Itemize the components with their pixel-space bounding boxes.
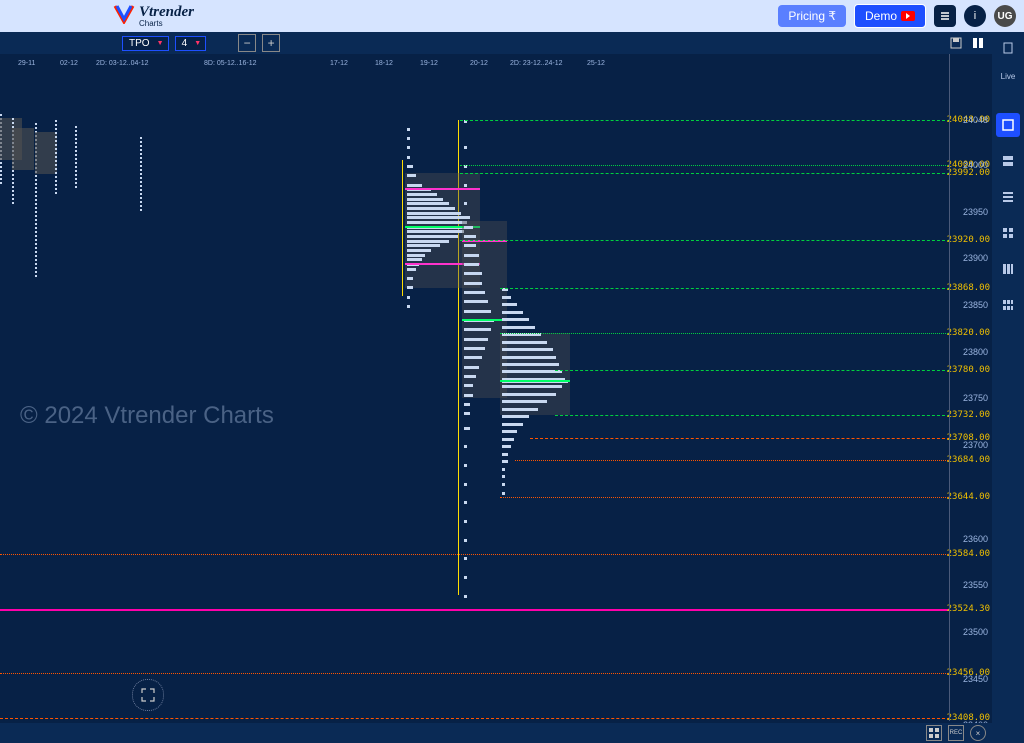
rail-grid6-icon[interactable] bbox=[996, 293, 1020, 317]
price-tick: 23450 bbox=[963, 674, 988, 684]
rail-split-h-icon[interactable] bbox=[996, 149, 1020, 173]
layout-icon[interactable] bbox=[970, 35, 986, 51]
right-rail: Live bbox=[992, 32, 1024, 743]
level-label: 23868.00 bbox=[947, 283, 990, 293]
plus-button[interactable]: + bbox=[262, 34, 280, 52]
date-label: 8D: 05-12..16-12 bbox=[204, 60, 257, 67]
pricing-button[interactable]: Pricing ₹ bbox=[778, 5, 846, 27]
save-icon[interactable] bbox=[948, 35, 964, 51]
main: TPO 4 − + © 2024 Vtrender Charts 24048 24… bbox=[0, 32, 1024, 743]
close-icon[interactable]: × bbox=[970, 725, 986, 741]
level-label: 23584.00 bbox=[947, 549, 990, 559]
rec-icon[interactable]: REC bbox=[948, 725, 964, 741]
price-tick: 23700 bbox=[963, 440, 988, 450]
rail-live-label: Live bbox=[1001, 72, 1016, 81]
level-label: 23684.00 bbox=[947, 455, 990, 465]
price-axis bbox=[949, 54, 950, 721]
level-label: 23732.00 bbox=[947, 410, 990, 420]
rail-doc-icon[interactable] bbox=[996, 36, 1020, 60]
price-tick: 23900 bbox=[963, 253, 988, 263]
demo-label: Demo bbox=[865, 9, 897, 23]
fullscreen-button[interactable] bbox=[132, 679, 164, 711]
chart-toolbar: TPO 4 − + bbox=[0, 32, 992, 54]
date-label: 2D: 03-12..04-12 bbox=[96, 60, 149, 67]
date-label: 29-11 bbox=[18, 60, 35, 67]
interval-label: 4 bbox=[182, 38, 188, 49]
date-label: 20-12 bbox=[470, 60, 488, 67]
price-tick: 23550 bbox=[963, 580, 988, 590]
date-label: 19-12 bbox=[420, 60, 438, 67]
youtube-icon bbox=[901, 11, 915, 21]
date-label: 25-12 bbox=[587, 60, 605, 67]
date-label: 2D: 23-12..24-12 bbox=[510, 60, 563, 67]
date-axis: 29-11 02-12 2D: 03-12..04-12 8D: 05-12..16-… bbox=[0, 60, 950, 72]
price-tick: 23850 bbox=[963, 300, 988, 310]
mode-dropdown[interactable]: TPO bbox=[122, 36, 169, 51]
chart-area[interactable]: TPO 4 − + © 2024 Vtrender Charts 24048 24… bbox=[0, 32, 992, 743]
logo-subtext: Charts bbox=[139, 20, 194, 28]
minus-button[interactable]: − bbox=[238, 34, 256, 52]
mode-label: TPO bbox=[129, 38, 150, 49]
price-tick: 23500 bbox=[963, 627, 988, 637]
price-tick: 24048 bbox=[963, 115, 988, 125]
rail-single-view-icon[interactable] bbox=[996, 113, 1020, 137]
level-label: 23524.30 bbox=[947, 604, 990, 614]
user-avatar[interactable]: UG bbox=[994, 5, 1016, 27]
rail-rows-icon[interactable] bbox=[996, 185, 1020, 209]
bottom-bar: REC × bbox=[0, 723, 992, 743]
date-label: 02-12 bbox=[60, 60, 78, 67]
menu-icon[interactable] bbox=[934, 5, 956, 27]
date-label: 18-12 bbox=[375, 60, 393, 67]
price-tick: 24000 bbox=[963, 160, 988, 170]
date-label: 17-12 bbox=[330, 60, 348, 67]
level-label: 23820.00 bbox=[947, 328, 990, 338]
logo-mark-icon bbox=[113, 4, 135, 29]
price-tick: 23800 bbox=[963, 347, 988, 357]
logo: Vtrender Charts bbox=[113, 4, 194, 29]
level-label: 23920.00 bbox=[947, 235, 990, 245]
app-header: Vtrender Charts Pricing ₹ Demo i UG bbox=[0, 0, 1024, 32]
rail-cols-icon[interactable] bbox=[996, 257, 1020, 281]
interval-dropdown[interactable]: 4 bbox=[175, 36, 207, 51]
price-tick: 23950 bbox=[963, 207, 988, 217]
grid-view-icon[interactable] bbox=[926, 725, 942, 741]
rail-grid4-icon[interactable] bbox=[996, 221, 1020, 245]
price-tick: 23600 bbox=[963, 534, 988, 544]
session-range-line bbox=[402, 160, 403, 295]
pricing-label: Pricing ₹ bbox=[788, 9, 836, 23]
demo-button[interactable]: Demo bbox=[854, 4, 926, 28]
level-label: 23780.00 bbox=[947, 365, 990, 375]
price-tick: 23750 bbox=[963, 393, 988, 403]
info-icon[interactable]: i bbox=[964, 5, 986, 27]
logo-text: Vtrender bbox=[139, 5, 194, 20]
level-label: 23644.00 bbox=[947, 492, 990, 502]
watermark: © 2024 Vtrender Charts bbox=[20, 402, 274, 430]
